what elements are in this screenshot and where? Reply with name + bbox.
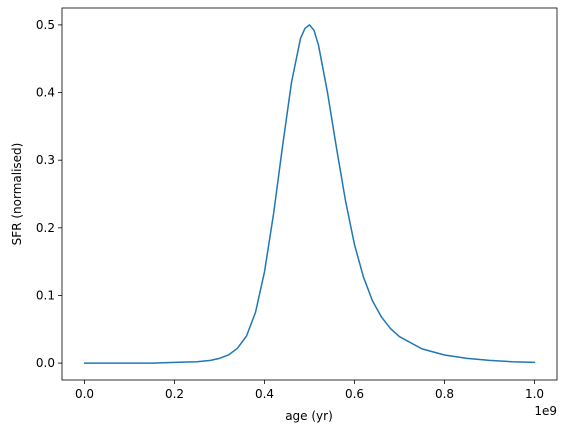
y-tick-label: 0.1 [36, 288, 55, 302]
x-tick-label: 0.8 [435, 387, 454, 401]
x-tick-label: 0.4 [255, 387, 274, 401]
x-tick-label: 1.0 [525, 387, 544, 401]
y-tick-label: 0.5 [36, 18, 55, 32]
x-tick-label: 0.2 [165, 387, 184, 401]
y-tick-label: 0.4 [36, 86, 55, 100]
x-axis-offset-label: 1e9 [534, 404, 557, 418]
axes: 0.0 0.2 0.4 0.6 0.8 1.0 0.0 0.1 0.2 0.3 0.4 0.5 [36, 7, 558, 401]
y-tick-label: 0.3 [36, 153, 55, 167]
x-tick-label: 0.0 [75, 387, 94, 401]
series-line-0 [83, 24, 536, 364]
x-tick-label: 0.6 [345, 387, 364, 401]
x-axis-label: age (yr) [285, 409, 333, 423]
plot-area [83, 24, 536, 364]
y-tick-label: 0.2 [36, 221, 55, 235]
axes-frame [61, 7, 558, 381]
y-axis-label: SFR (normalised) [10, 143, 24, 246]
y-tick-label: 0.0 [36, 356, 55, 370]
